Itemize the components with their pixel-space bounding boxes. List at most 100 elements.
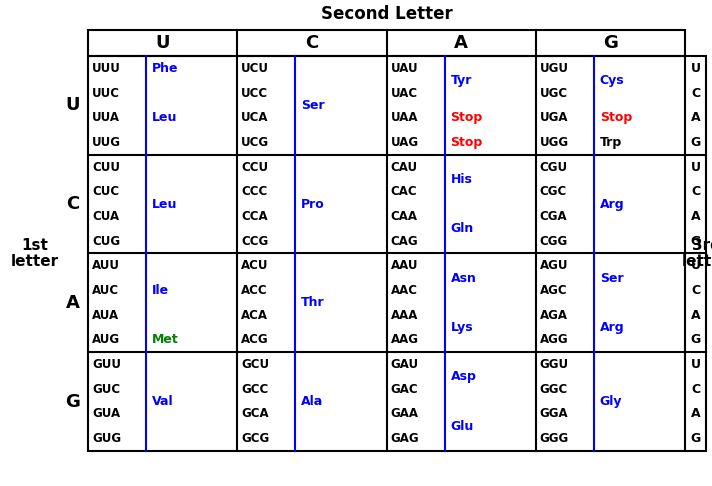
- Text: CCG: CCG: [241, 235, 268, 248]
- Text: GCG: GCG: [241, 432, 270, 445]
- Text: GUA: GUA: [92, 407, 120, 420]
- Text: CCA: CCA: [241, 210, 268, 223]
- Text: Stop: Stop: [451, 111, 483, 124]
- Text: CGG: CGG: [540, 235, 568, 248]
- Text: CCU: CCU: [241, 160, 268, 174]
- Text: G: G: [691, 136, 701, 149]
- Text: GUU: GUU: [92, 358, 121, 371]
- Text: letter: letter: [682, 254, 712, 269]
- Text: AGG: AGG: [540, 333, 568, 347]
- Text: GAU: GAU: [390, 358, 419, 371]
- Text: AUC: AUC: [92, 284, 119, 297]
- Text: 1st: 1st: [21, 238, 48, 253]
- Text: C: C: [66, 195, 80, 213]
- Text: GGA: GGA: [540, 407, 568, 420]
- Text: AGA: AGA: [540, 309, 567, 322]
- Text: GGG: GGG: [540, 432, 569, 445]
- Text: CGA: CGA: [540, 210, 567, 223]
- Text: ACG: ACG: [241, 333, 269, 347]
- Text: ACA: ACA: [241, 309, 268, 322]
- Text: AGU: AGU: [540, 260, 568, 272]
- Text: UAU: UAU: [390, 62, 418, 75]
- Text: UGU: UGU: [540, 62, 569, 75]
- Text: CUG: CUG: [92, 235, 120, 248]
- Text: U: U: [155, 34, 170, 52]
- Text: Ser: Ser: [301, 99, 325, 112]
- Text: UGG: UGG: [540, 136, 569, 149]
- Text: ACU: ACU: [241, 260, 268, 272]
- Text: Lys: Lys: [451, 321, 473, 334]
- Text: Asp: Asp: [451, 370, 476, 383]
- Text: Ala: Ala: [301, 395, 323, 408]
- Text: UGC: UGC: [540, 87, 568, 100]
- Text: A: A: [66, 294, 80, 312]
- Text: A: A: [691, 111, 701, 124]
- Text: A: A: [691, 309, 701, 322]
- Text: UUA: UUA: [92, 111, 120, 124]
- Text: CAA: CAA: [390, 210, 417, 223]
- Text: GCC: GCC: [241, 383, 268, 396]
- Text: Ser: Ser: [600, 272, 624, 285]
- Text: AUU: AUU: [92, 260, 120, 272]
- Text: AAA: AAA: [390, 309, 418, 322]
- Text: UCC: UCC: [241, 87, 268, 100]
- Text: Asn: Asn: [451, 272, 476, 285]
- Text: GCA: GCA: [241, 407, 269, 420]
- Text: UAA: UAA: [390, 111, 418, 124]
- Text: CAU: CAU: [390, 160, 418, 174]
- Text: A: A: [691, 407, 701, 420]
- Text: G: G: [691, 333, 701, 347]
- Text: Arg: Arg: [600, 321, 624, 334]
- Text: Phe: Phe: [152, 62, 179, 75]
- Text: GAG: GAG: [390, 432, 419, 445]
- Text: GAC: GAC: [390, 383, 418, 396]
- Text: Second Letter: Second Letter: [320, 5, 452, 23]
- Text: AUA: AUA: [92, 309, 119, 322]
- Text: U: U: [66, 96, 80, 114]
- Text: Tyr: Tyr: [451, 74, 472, 87]
- Text: GUG: GUG: [92, 432, 121, 445]
- Text: CGU: CGU: [540, 160, 568, 174]
- Text: G: G: [691, 432, 701, 445]
- Text: Arg: Arg: [600, 198, 624, 210]
- Text: CCC: CCC: [241, 185, 268, 198]
- Text: GGC: GGC: [540, 383, 568, 396]
- Text: UUG: UUG: [92, 136, 121, 149]
- Text: G: G: [66, 393, 80, 411]
- Text: AAC: AAC: [390, 284, 417, 297]
- Bar: [88, 56, 706, 451]
- Text: C: C: [691, 87, 700, 100]
- Text: UAG: UAG: [390, 136, 419, 149]
- Text: CAC: CAC: [390, 185, 417, 198]
- Text: AAG: AAG: [390, 333, 419, 347]
- Text: C: C: [691, 284, 700, 297]
- Text: UAC: UAC: [390, 87, 418, 100]
- Text: U: U: [691, 260, 701, 272]
- Text: CUA: CUA: [92, 210, 119, 223]
- Text: Cys: Cys: [600, 74, 624, 87]
- Text: UGA: UGA: [540, 111, 568, 124]
- Text: UCU: UCU: [241, 62, 269, 75]
- Text: C: C: [691, 383, 700, 396]
- Text: Thr: Thr: [301, 296, 325, 310]
- Text: GAA: GAA: [390, 407, 419, 420]
- Text: AUG: AUG: [92, 333, 120, 347]
- Text: UCA: UCA: [241, 111, 268, 124]
- Text: Leu: Leu: [152, 198, 177, 210]
- Text: UUC: UUC: [92, 87, 120, 100]
- Text: GUC: GUC: [92, 383, 120, 396]
- Text: C: C: [691, 185, 700, 198]
- Text: UCG: UCG: [241, 136, 269, 149]
- Text: letter: letter: [11, 254, 59, 269]
- Text: Pro: Pro: [301, 198, 325, 210]
- Text: CAG: CAG: [390, 235, 418, 248]
- Text: U: U: [691, 358, 701, 371]
- Text: UUU: UUU: [92, 62, 121, 75]
- Text: His: His: [451, 173, 472, 186]
- Text: AGC: AGC: [540, 284, 567, 297]
- Text: Gln: Gln: [451, 222, 473, 235]
- Text: Glu: Glu: [451, 420, 473, 433]
- Text: A: A: [454, 34, 468, 52]
- Text: G: G: [691, 235, 701, 248]
- Text: Stop: Stop: [451, 136, 483, 149]
